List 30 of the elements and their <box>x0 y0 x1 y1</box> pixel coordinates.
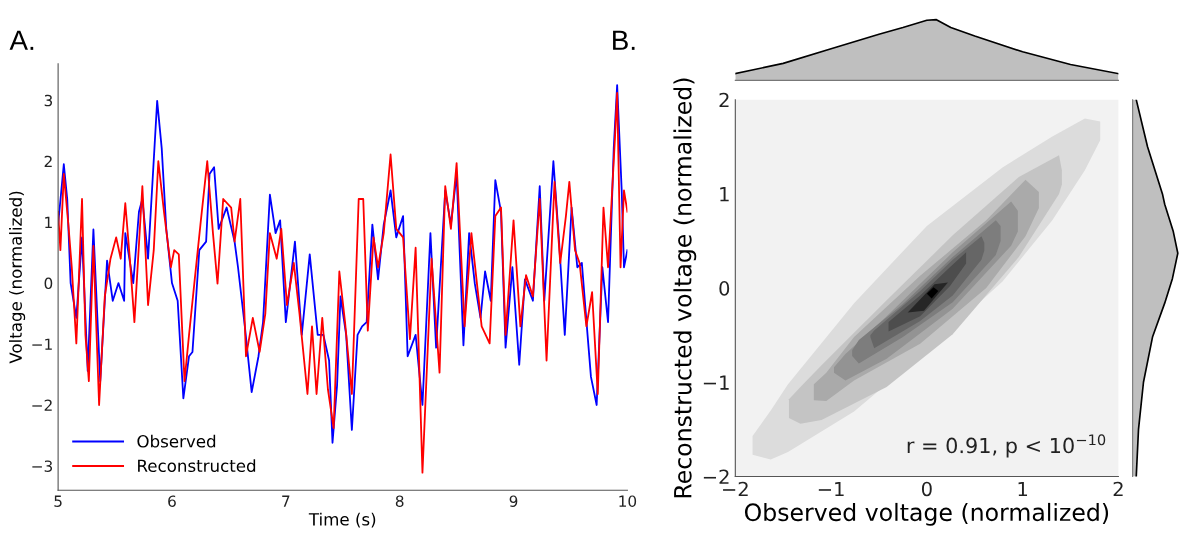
x-axis-title: Time (s) <box>308 512 376 528</box>
y-tick-label: 2 <box>719 92 729 108</box>
y-tick-label: 0 <box>719 281 730 296</box>
y-tick-label: −1 <box>32 338 52 350</box>
y-tick-label: −2 <box>32 399 52 411</box>
y-tick-label: 1 <box>720 187 729 202</box>
annotation: r = 0.91, p < 10$^{−10}$ <box>907 434 1106 458</box>
y-tick-label: −1 <box>703 375 729 390</box>
text: A. <box>9 30 34 50</box>
x-axis-title: Observed voltage (normalized) <box>744 502 1109 526</box>
y-axis-title: Voltage (normalized) <box>9 191 26 364</box>
x-tick-label: 8 <box>395 495 404 507</box>
y-tick-label: 2 <box>44 155 52 168</box>
y-tick-label: 0 <box>44 277 53 290</box>
x-tick-label: 6 <box>168 495 176 507</box>
text: B. <box>613 30 635 50</box>
y-tick-label: −3 <box>32 460 53 472</box>
x-tick-label: 0 <box>921 481 932 497</box>
y-tick-label: 3 <box>44 94 53 107</box>
y-axis-title: Reconstructed voltage (normalized) <box>673 78 697 498</box>
x-tick-label: 10 <box>619 495 637 507</box>
x-tick-label: 7 <box>282 495 290 507</box>
legend-label: Observed <box>137 434 216 448</box>
x-tick-label: 5 <box>54 495 62 507</box>
legend-label: Reconstructed <box>138 459 256 473</box>
y-tick-label: 1 <box>45 216 52 228</box>
x-tick-label: 9 <box>509 495 518 507</box>
x-tick-label: 2 <box>1113 481 1123 497</box>
x-tick-label: 1 <box>1018 481 1028 497</box>
x-tick-label: −1 <box>818 481 844 497</box>
